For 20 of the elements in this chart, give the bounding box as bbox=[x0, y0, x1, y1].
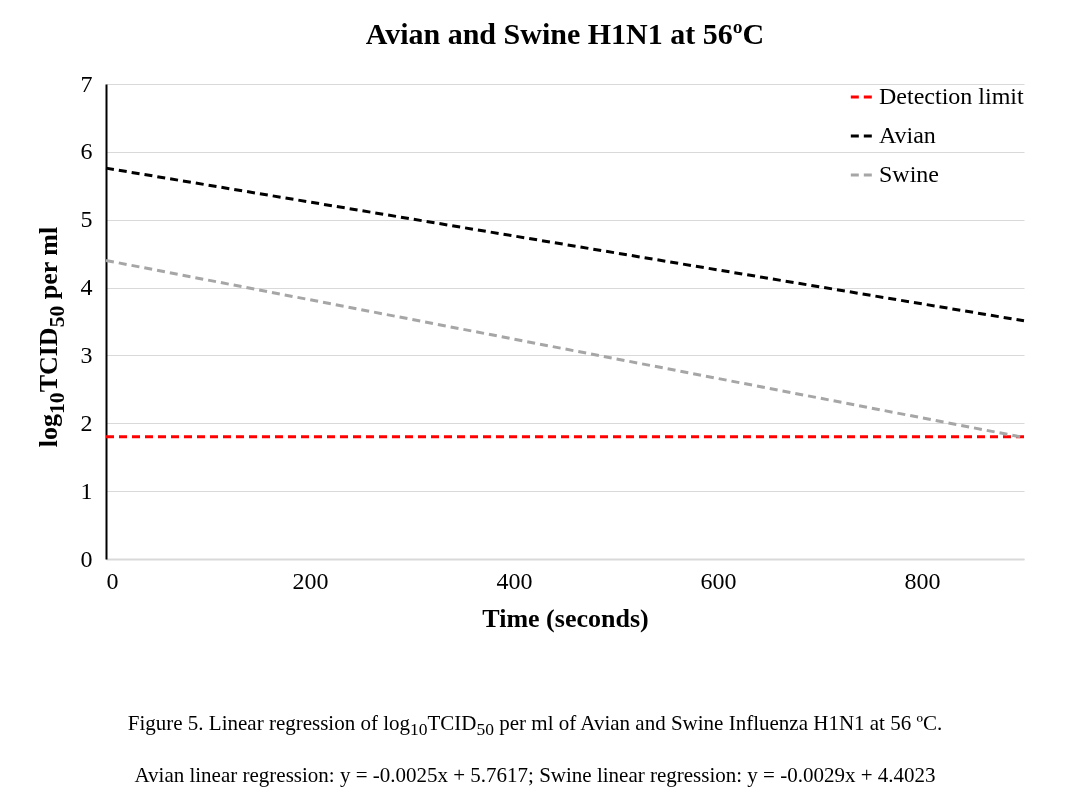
x-axis-title: Time (seconds) bbox=[482, 603, 649, 633]
y-tick-label: 0 bbox=[80, 545, 93, 572]
y-tick-label: 2 bbox=[80, 409, 93, 436]
y-tick-label: 7 bbox=[80, 70, 93, 97]
legend-label: Detection limit bbox=[879, 83, 1024, 109]
y-tick-label: 6 bbox=[80, 138, 93, 165]
y-tick-label: 4 bbox=[80, 274, 93, 301]
x-tick-label: 800 bbox=[904, 567, 941, 594]
x-tick-label: 0 bbox=[106, 567, 119, 594]
text: Avian linear regression: y = -0.0025x + 5.7617; Swine linear regression: y = -0.0029x + 4.4023 bbox=[133, 762, 937, 790]
caption: Figure 5. Linear regression of log$_{10}$TCID$_{50}$ per ml of Avian and Swine Influenza H1N1 at 56 ºC. bbox=[126, 710, 944, 742]
legend-label: Avian bbox=[879, 122, 936, 148]
y-tick-label: 1 bbox=[80, 477, 93, 504]
y-tick-label: 5 bbox=[80, 206, 93, 233]
legend-label: Swine bbox=[879, 161, 939, 187]
y-tick-label: 3 bbox=[80, 341, 93, 368]
x-tick-label: 600 bbox=[700, 567, 737, 594]
x-tick-label: 200 bbox=[292, 567, 329, 594]
x-tick-label: 400 bbox=[496, 567, 533, 594]
chart-title: Avian and Swine H1N1 at 56ºC bbox=[365, 17, 765, 50]
